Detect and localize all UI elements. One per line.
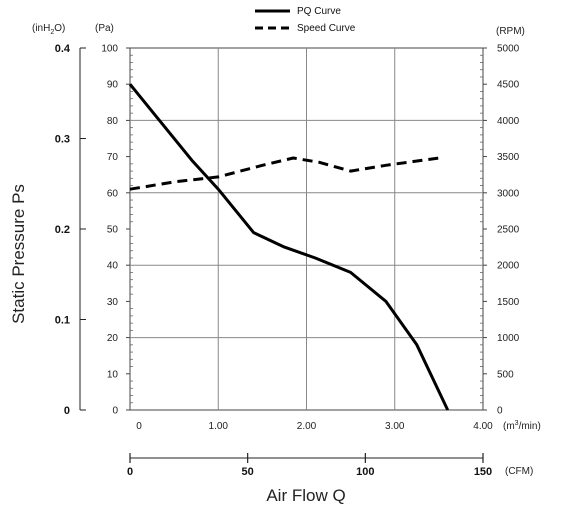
inh2o-tick-label: 0 xyxy=(64,405,70,417)
rpm-tick-label: 3000 xyxy=(497,188,520,199)
pa-tick-label: 50 xyxy=(107,225,119,236)
pa-tick-label: 0 xyxy=(112,406,118,417)
pa-tick-label: 60 xyxy=(107,188,119,199)
cfm-axis-ticks: 0 50 100 150 xyxy=(127,453,492,478)
cfm-tick-label: 50 xyxy=(242,466,254,478)
rpm-tick-label: 3500 xyxy=(497,152,520,163)
pa-unit-label: (Pa) xyxy=(95,23,114,34)
x-tick-label: 3.00 xyxy=(385,421,405,432)
legend: PQ Curve Speed Curve xyxy=(255,6,356,34)
x-axis-title: Air Flow Q xyxy=(266,486,345,505)
pa-tick-label: 80 xyxy=(107,116,119,127)
rpm-tick-label: 4000 xyxy=(497,116,520,127)
rpm-tick-label: 500 xyxy=(497,369,514,380)
data-series xyxy=(128,83,450,411)
rpm-tick-label: 4500 xyxy=(497,80,520,91)
legend-speed-label: Speed Curve xyxy=(297,23,356,34)
speed-curve-line xyxy=(129,156,440,191)
rpm-tick-label: 2500 xyxy=(497,225,520,236)
pq-curve-line xyxy=(128,83,450,411)
x-tick-label: 2.00 xyxy=(297,421,317,432)
rpm-tick-label: 2000 xyxy=(497,261,520,272)
rpm-tick-label: 1000 xyxy=(497,333,520,344)
inh2o-tick-label: 0.2 xyxy=(55,224,70,236)
pa-tick-label: 20 xyxy=(107,333,119,344)
rpm-tick-label: 5000 xyxy=(497,44,520,55)
cfm-tick-label: 150 xyxy=(474,466,492,478)
pa-tick-label: 40 xyxy=(107,261,119,272)
x-unit-label: (m3/min) xyxy=(503,420,541,432)
inh2o-tick-label: 0.1 xyxy=(55,315,70,327)
rpm-axis-ticks: 0 500 1000 1500 2000 2500 3000 3500 4000 4500 5000 xyxy=(483,44,520,417)
inh2o-tick-label: 0.4 xyxy=(55,43,71,55)
pa-tick-label: 90 xyxy=(107,80,119,91)
x-tick-label: 1.00 xyxy=(209,421,229,432)
minor-ticks xyxy=(130,54,483,404)
cfm-tick-label: 100 xyxy=(356,466,374,478)
legend-pq-label: PQ Curve xyxy=(297,6,341,17)
rpm-unit-label: (RPM) xyxy=(496,26,525,37)
x-tick-label: 0 xyxy=(136,421,142,432)
cfm-unit-label: (CFM) xyxy=(505,466,533,477)
rpm-tick-label: 0 xyxy=(497,406,503,417)
inh2o-axis-ticks: 0 0.1 0.2 0.3 0.4 xyxy=(55,43,86,417)
pa-axis-ticks: 0 10 20 30 40 50 60 70 80 90 100 xyxy=(101,44,130,417)
pa-tick-label: 30 xyxy=(107,297,119,308)
pa-tick-label: 10 xyxy=(107,369,119,380)
rpm-tick-label: 1500 xyxy=(497,297,520,308)
inh2o-unit-label: (inH2O) xyxy=(32,23,65,36)
inh2o-tick-label: 0.3 xyxy=(55,134,70,146)
pa-tick-label: 100 xyxy=(101,44,118,55)
x-axis-ticks: 0 1.00 2.00 3.00 4.00 xyxy=(136,421,493,432)
y-axis-title: Static Pressure Ps xyxy=(9,184,28,324)
pa-tick-label: 70 xyxy=(107,152,119,163)
x-tick-label: 4.00 xyxy=(473,421,493,432)
cfm-tick-label: 0 xyxy=(127,466,133,478)
grid-lines xyxy=(130,48,483,410)
